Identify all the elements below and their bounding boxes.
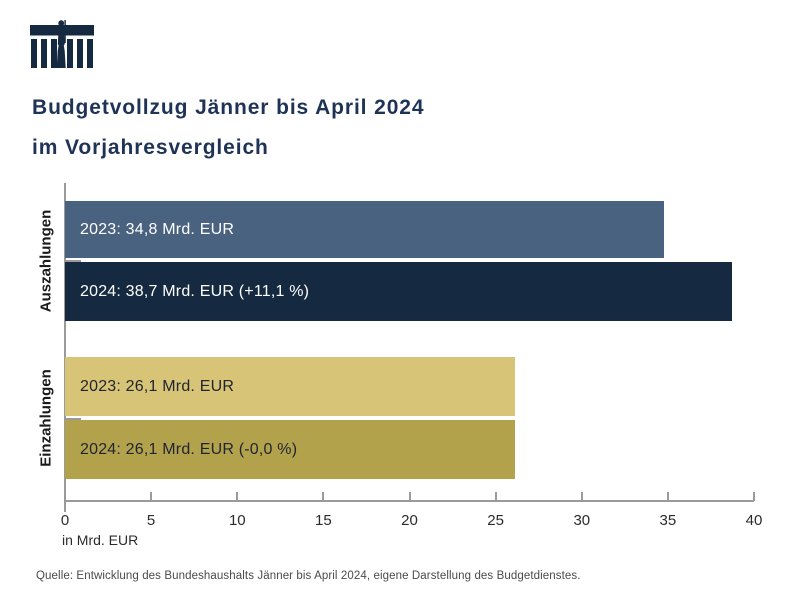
x-axis-tick (580, 492, 583, 501)
x-axis-unit-label: in Mrd. EUR (62, 532, 139, 548)
logo-statue-body (56, 26, 66, 68)
x-axis-tick (236, 492, 239, 501)
chart-bar-auszahlungen-2024: 2024: 38,7 Mrd. EUR (+11,1 %) (65, 262, 732, 321)
x-axis-tick-label: 15 (315, 512, 332, 529)
x-axis-tick (322, 492, 325, 501)
bar-value-label: 2023: 34,8 Mrd. EUR (80, 220, 235, 238)
bar-value-label: 2024: 26,1 Mrd. EUR (-0,0 %) (80, 440, 298, 458)
x-axis-tick (666, 492, 669, 501)
category-label-einzahlungen: Einzahlungen (37, 369, 55, 467)
x-axis-tick (753, 492, 755, 501)
source-note: Quelle: Entwicklung des Bundeshaushalts … (36, 570, 581, 582)
chart-bar-einzahlungen-2024: 2024: 26,1 Mrd. EUR (-0,0 %) (65, 420, 515, 479)
parliament-logo-icon (30, 20, 94, 68)
page-title-line1: Budgetvollzug Jänner bis April 2024 (32, 96, 425, 119)
y-axis-minor-tick (64, 260, 81, 262)
logo-statue-spear (64, 20, 66, 43)
x-axis-tick (408, 492, 411, 501)
chart-bar-einzahlungen-2023: 2023: 26,1 Mrd. EUR (65, 357, 515, 416)
x-axis-tick-label: 20 (401, 512, 418, 529)
x-axis-tick (494, 492, 497, 501)
x-axis-line (64, 500, 754, 502)
x-axis-tick-label: 30 (573, 512, 591, 529)
y-axis-line (64, 183, 66, 512)
x-axis-tick (150, 492, 153, 501)
chart-bar-auszahlungen-2023: 2023: 34,8 Mrd. EUR (65, 201, 665, 258)
x-axis-tick-label: 35 (659, 512, 677, 529)
x-axis-tick-label: 0 (60, 512, 70, 529)
page-title-line2: im Vorjahresvergleich (32, 136, 269, 159)
logo-statue-head (58, 20, 65, 27)
category-label-auszahlungen: Auszahlungen (37, 209, 55, 313)
bar-value-label: 2024: 38,7 Mrd. EUR (+11,1 %) (80, 282, 310, 300)
x-axis-tick-label: 10 (228, 512, 246, 529)
x-axis-tick-label: 5 (146, 512, 156, 529)
x-axis-tick-label: 40 (745, 512, 763, 529)
y-axis-minor-tick (64, 418, 81, 420)
bar-value-label: 2023: 26,1 Mrd. EUR (80, 377, 235, 395)
x-axis-tick-label: 25 (487, 512, 504, 529)
